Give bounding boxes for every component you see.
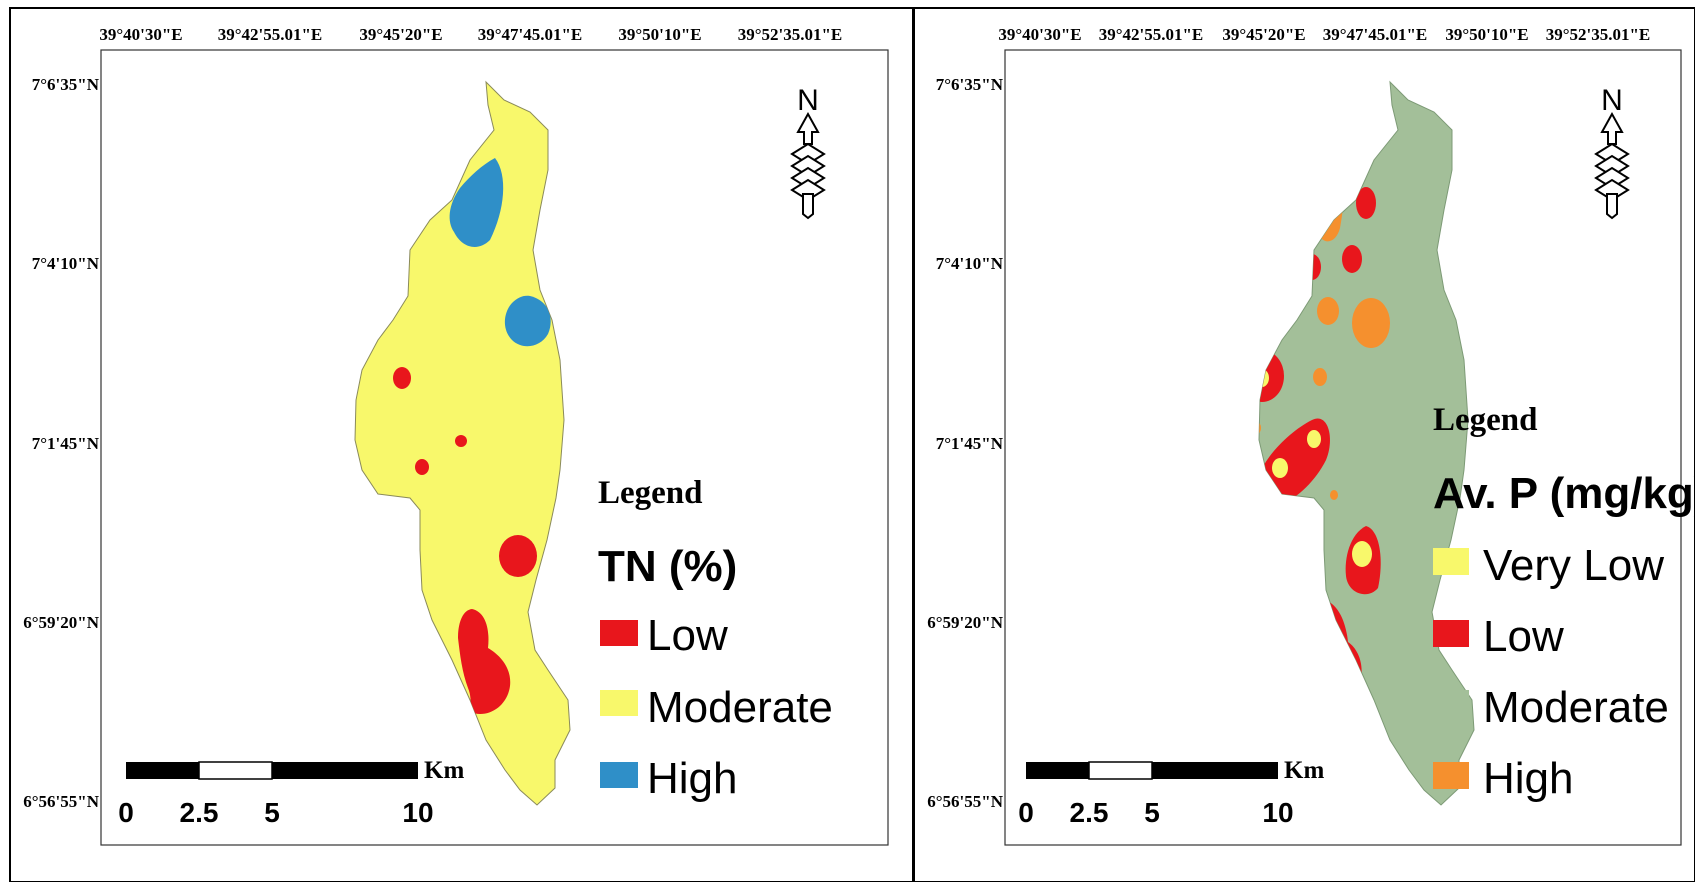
legend-heading: Legend (1433, 402, 1538, 438)
legend-swatch-very-low (1433, 548, 1469, 575)
map-panel-tn: 39°40'30"E 39°42'55.01"E 39°45'20"E 39°4… (9, 7, 914, 882)
study-area-map (354, 80, 571, 806)
very-low-zone (1352, 541, 1372, 567)
scale-unit: Km (1284, 757, 1324, 784)
very-low-zone (1307, 430, 1321, 448)
legend: Legend TN (%) Low Moderate High (598, 475, 833, 803)
latitude-label: 7°6'35"N (32, 75, 100, 94)
high-zone (1313, 368, 1327, 386)
legend-label-very-low: Very Low (1483, 541, 1664, 590)
low-zone (415, 459, 429, 475)
very-low-zone (1272, 458, 1288, 478)
scale-tick-label: 10 (1262, 797, 1293, 828)
legend-label-moderate: Moderate (647, 683, 833, 732)
low-zone (1342, 245, 1362, 273)
study-area-outline (1258, 80, 1475, 806)
longitude-label: 39°50'10"E (618, 25, 701, 44)
north-arrow-icon: N (790, 84, 826, 220)
north-arrow-icon: N (1594, 84, 1630, 220)
longitude-label: 39°52'35.01"E (738, 25, 843, 44)
latitude-labels: 7°6'35"N 7°4'10"N 7°1'45"N 6°59'20"N 6°5… (23, 75, 99, 811)
legend-label-high: High (647, 754, 738, 803)
low-zone (393, 367, 411, 389)
low-zone (458, 609, 511, 714)
scale-bar: Km 0 2.5 5 10 (118, 757, 464, 828)
high-zone (1317, 297, 1339, 325)
legend-label-moderate: Moderate (1483, 683, 1669, 732)
latitude-label: 7°1'45"N (936, 434, 1004, 453)
legend: Legend Av. P (mg/kg) Very Low Low Modera… (1433, 402, 1695, 803)
longitude-label: 39°40'30"E (998, 25, 1081, 44)
latitude-label: 6°56'55"N (23, 792, 99, 811)
high-zone (1330, 490, 1338, 500)
scale-tick-label: 0 (1018, 797, 1034, 828)
latitude-label: 6°59'20"N (927, 613, 1003, 632)
scale-unit: Km (424, 757, 464, 784)
north-letter: N (1601, 84, 1623, 117)
legend-label-low: Low (647, 611, 728, 660)
latitude-label: 6°56'55"N (927, 792, 1003, 811)
map-panel-av-p: 39°40'30"E 39°42'55.01"E 39°45'20"E 39°4… (913, 7, 1695, 882)
low-zone (455, 435, 467, 447)
longitude-label: 39°42'55.01"E (218, 25, 323, 44)
north-letter: N (797, 84, 819, 117)
legend-swatch-high (600, 762, 638, 788)
low-zone (1356, 187, 1376, 219)
latitude-label: 7°4'10"N (32, 254, 100, 273)
legend-swatch-moderate (1433, 690, 1469, 717)
longitude-label: 39°42'55.01"E (1099, 25, 1204, 44)
longitude-labels: 39°40'30"E 39°42'55.01"E 39°45'20"E 39°4… (998, 25, 1650, 44)
legend-variable-label: Av. P (mg/kg) (1433, 469, 1695, 518)
latitude-label: 7°1'45"N (32, 434, 100, 453)
legend-swatch-moderate (600, 690, 638, 716)
latitude-label: 6°59'20"N (23, 613, 99, 632)
scale-tick-label: 5 (264, 797, 280, 828)
scale-tick-label: 10 (402, 797, 433, 828)
longitude-label: 39°45'20"E (359, 25, 442, 44)
scale-tick-label: 5 (1144, 797, 1160, 828)
legend-swatch-low (1433, 620, 1469, 647)
scale-bar: Km 0 2.5 5 10 (1018, 757, 1324, 828)
longitude-label: 39°47'45.01"E (1323, 25, 1428, 44)
longitude-labels: 39°40'30"E 39°42'55.01"E 39°45'20"E 39°4… (99, 25, 842, 44)
longitude-label: 39°50'10"E (1445, 25, 1528, 44)
high-zone (504, 295, 551, 347)
high-zone (1352, 298, 1390, 348)
legend-variable-label: TN (%) (598, 542, 737, 591)
low-zone (499, 535, 537, 577)
legend-swatch-low (600, 620, 638, 646)
latitude-labels: 7°6'35"N 7°4'10"N 7°1'45"N 6°59'20"N 6°5… (927, 75, 1003, 811)
scale-tick-label: 2.5 (180, 797, 219, 828)
legend-heading: Legend (598, 475, 703, 511)
longitude-label: 39°52'35.01"E (1546, 25, 1651, 44)
legend-swatch-high (1433, 762, 1469, 789)
scale-tick-label: 2.5 (1070, 797, 1109, 828)
longitude-label: 39°45'20"E (1222, 25, 1305, 44)
high-zone (449, 158, 504, 247)
legend-label-high: High (1483, 754, 1574, 803)
longitude-label: 39°47'45.01"E (478, 25, 583, 44)
legend-label-low: Low (1483, 612, 1564, 661)
latitude-label: 7°6'35"N (936, 75, 1004, 94)
longitude-label: 39°40'30"E (99, 25, 182, 44)
scale-tick-label: 0 (118, 797, 134, 828)
latitude-label: 7°4'10"N (936, 254, 1004, 273)
